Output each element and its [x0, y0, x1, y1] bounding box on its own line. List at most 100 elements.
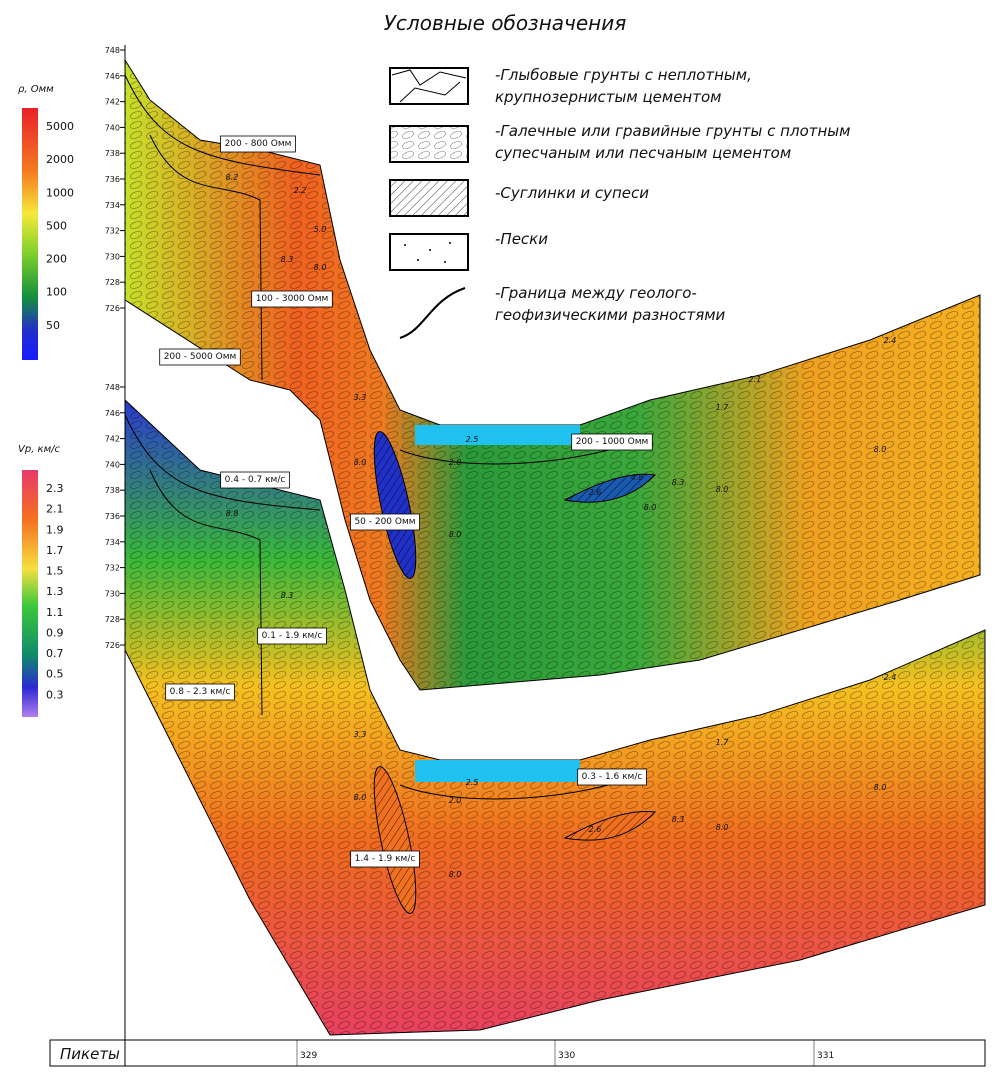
depth-mark: 8.3: [672, 478, 685, 487]
colorbar-label: 1.7: [46, 544, 64, 557]
colorbar-label: 0.7: [46, 647, 64, 660]
legend-swatch-loam: [389, 179, 469, 217]
elevation-label: 740: [105, 123, 120, 132]
zone-label: 100 - 3000 Омм: [251, 290, 333, 308]
depth-mark: 2.4: [884, 336, 897, 345]
colorbar-label: 0.5: [46, 668, 64, 681]
depth-mark: 8.0: [874, 783, 887, 792]
depth-mark: 1.7: [716, 738, 730, 747]
depth-mark: 1.7: [716, 403, 730, 412]
depth-mark: 2.1: [749, 375, 762, 384]
colorbar-label: 2000: [46, 153, 74, 166]
zone-text: 0.3 - 1.6 км/с: [582, 772, 643, 782]
zone-text: 1.4 - 1.9 км/с: [355, 854, 416, 864]
zone-box: [350, 513, 420, 531]
picket-label: 329: [300, 1051, 317, 1061]
colorbar-label: 1.5: [46, 565, 64, 578]
colorbar-label: 1.9: [46, 523, 64, 536]
colorbar-label: 1000: [46, 186, 74, 199]
colorbar-label: 100: [46, 286, 67, 299]
zone-text: 0.8 - 2.3 км/с: [170, 687, 231, 697]
section-vp: [124, 398, 986, 1036]
elevation-label: 726: [105, 641, 120, 650]
colorbar-label: 50: [46, 319, 60, 332]
zone-text: 200 - 1000 Омм: [576, 437, 649, 447]
zone-label: 200 - 5000 Омм: [159, 348, 241, 366]
zone-text: 200 - 5000 Омм: [164, 352, 237, 362]
legend-swatch-gravel: [389, 125, 469, 163]
depth-mark: 3.3: [354, 393, 367, 402]
depth-mark: 8.0: [716, 823, 729, 832]
legend-label: -Граница между геолого-: [495, 284, 697, 302]
zone-label: 0.4 - 0.7 км/с: [220, 471, 290, 489]
zone-text: 0.4 - 0.7 км/с: [225, 475, 286, 485]
zone-box: [251, 290, 333, 308]
elevation-label: 742: [105, 435, 120, 444]
depth-mark: 2.6: [589, 488, 602, 497]
zone-label: 50 - 200 Омм: [350, 513, 420, 531]
zone-box: [165, 683, 235, 701]
depth-mark: 8.0: [354, 458, 367, 467]
legend-label: -Глыбовые грунты с неплотным,: [495, 66, 752, 84]
elevation-label: 732: [105, 227, 120, 236]
legend-swatch-blocks: [389, 67, 469, 105]
depth-mark: 2.5: [466, 435, 479, 444]
zone-box: [257, 627, 327, 645]
colorbar-label: 0.9: [46, 626, 64, 639]
zone-label: 200 - 800 Омм: [220, 135, 296, 153]
colorbar-label: 1.3: [46, 585, 64, 598]
zone-box: [577, 768, 647, 786]
elevation-label: 740: [105, 460, 120, 469]
legend-label: -Пески: [495, 230, 548, 248]
depth-mark: 5.0: [314, 225, 327, 234]
pickets-bar: [49, 1039, 986, 1067]
elevation-label: 736: [105, 175, 120, 184]
elevation-label: 734: [105, 201, 120, 210]
depth-mark: 2.0: [449, 796, 462, 805]
elevation-label: 738: [105, 149, 120, 158]
colorbar-label: 200: [46, 253, 67, 266]
depth-mark: 8.3: [281, 591, 294, 600]
pickets-title: Пикеты: [60, 1045, 120, 1063]
zone-text: 50 - 200 Омм: [354, 517, 415, 527]
elevation-label: 746: [105, 409, 120, 418]
depth-mark: 8.0: [449, 530, 462, 539]
depth-mark: 8.3: [281, 255, 294, 264]
depth-mark: 8.0: [314, 263, 327, 272]
elevation-label: 734: [105, 538, 120, 547]
depth-mark: 2.4: [884, 673, 897, 682]
picket-label: 331: [817, 1051, 834, 1061]
elevation-label: 748: [105, 46, 120, 55]
zone-label: 200 - 1000 Омм: [571, 433, 653, 451]
colorbar-label: 1.1: [46, 606, 64, 619]
depth-mark: 4.8: [631, 473, 644, 482]
elevation-label: 730: [105, 589, 120, 598]
picket-label: 330: [558, 1051, 575, 1061]
colorbar-title: ρ, Омм: [18, 84, 54, 95]
colorbar-label: 2.1: [46, 503, 64, 516]
zone-box: [159, 348, 241, 366]
depth-mark: 8.8: [226, 509, 239, 518]
zone-label: 0.3 - 1.6 км/с: [577, 768, 647, 786]
zone-box: [571, 433, 653, 451]
elevation-label: 732: [105, 564, 120, 573]
colorbar-label: 0.3: [46, 688, 64, 701]
legend-label: геофизическими разностями: [495, 306, 726, 324]
depth-mark: 8.0: [354, 793, 367, 802]
zone-label: 1.4 - 1.9 км/с: [350, 850, 420, 868]
depth-mark: 3.3: [354, 730, 367, 739]
depth-mark: 8.0: [449, 870, 462, 879]
depth-mark: 8.0: [716, 485, 729, 494]
elevation-label: 728: [105, 615, 120, 624]
depth-mark: 8.3: [672, 815, 685, 824]
elevation-label: 736: [105, 512, 120, 521]
elevation-label: 728: [105, 278, 120, 287]
depth-mark: 2.6: [589, 825, 602, 834]
elevation-label: 730: [105, 252, 120, 261]
legend-swatch-sand: [389, 233, 469, 271]
depth-mark: 2.5: [466, 778, 479, 787]
colorbar-title: Vp, км/с: [18, 444, 60, 455]
zone-label: 0.1 - 1.9 км/с: [257, 627, 327, 645]
legend-label: крупнозернистым цементом: [495, 88, 721, 106]
